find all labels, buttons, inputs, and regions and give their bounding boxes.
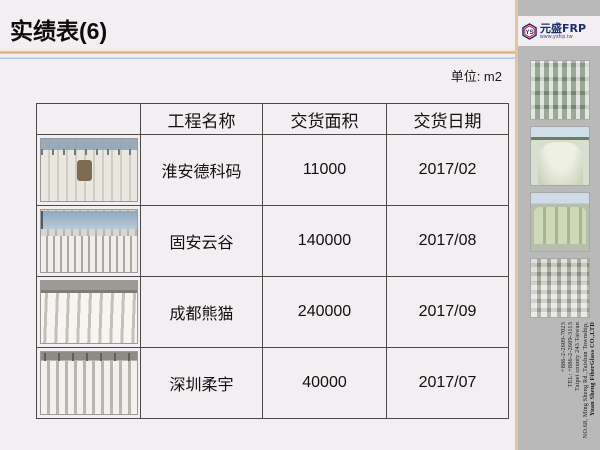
delivery-area-cell: 240000 [262, 276, 387, 348]
table-row: 淮安德科码 11000 2017/02 [36, 134, 509, 206]
project-thumbnail-image [39, 280, 138, 344]
table-header-row: 工程名称 交货面积 交货日期 [36, 103, 509, 135]
logo-website: www.ysfrp.tw [540, 33, 573, 40]
delivery-date-cell: 2017/02 [386, 134, 509, 206]
row-thumbnail-cell [36, 134, 141, 206]
delivery-area-cell: 40000 [262, 347, 387, 419]
company-address-block: Yuan Sheng FiberGlass CO.,LTD NO.68, Min… [518, 322, 600, 442]
column-header-thumbnail [36, 103, 141, 135]
row-thumbnail-cell [36, 205, 141, 277]
title-rule-blue [0, 56, 518, 59]
sidebar-photo-factory-ceiling [530, 60, 590, 120]
table-row: 深圳柔宇 40000 2017/07 [36, 347, 509, 419]
project-name-cell: 淮安德科码 [140, 134, 263, 206]
svg-text:YS: YS [525, 30, 533, 36]
right-sidebar: YS 元盛FRP www.ysfrp.tw Yuan Sheng FiberGl… [515, 0, 600, 450]
column-header-delivery-area: 交货面积 [262, 103, 387, 135]
delivery-area-cell: 11000 [262, 134, 387, 206]
address-city: Taipei county 243 Taiwan [574, 322, 582, 391]
address-company-name: Yuan Sheng FiberGlass CO.,LTD [588, 322, 596, 416]
table-row: 成都熊猫 240000 2017/09 [36, 276, 509, 348]
delivery-date-cell: 2017/09 [386, 276, 509, 348]
delivery-date-cell: 2017/08 [386, 205, 509, 277]
delivery-area-cell: 140000 [262, 205, 387, 277]
row-thumbnail-cell [36, 276, 141, 348]
project-thumbnail-image [39, 209, 138, 273]
logo-company-name: 元盛FRP [540, 21, 587, 35]
logo-text-block: 元盛FRP www.ysfrp.tw [540, 23, 586, 40]
page-title: 实绩表(6) [10, 18, 108, 44]
row-thumbnail-cell [36, 347, 141, 419]
unit-note: 单位: m2 [450, 69, 502, 84]
sidebar-photo-green-tanks [530, 192, 590, 252]
project-name-cell: 深圳柔宇 [140, 347, 263, 419]
sidebar-photo-factory-floor [530, 258, 590, 318]
results-table: 工程名称 交货面积 交货日期 淮安德科码 11000 2017/02 固安云谷 … [36, 103, 509, 419]
project-name-cell: 成都熊猫 [140, 276, 263, 348]
address-telephone-secondary: +886-2-2609-7023 [559, 322, 567, 372]
column-header-project-name: 工程名称 [140, 103, 263, 135]
address-telephone: TEL: +886-2-2609-3113 [567, 322, 575, 388]
column-header-delivery-date: 交货日期 [386, 103, 509, 135]
title-rule-orange [0, 50, 518, 54]
project-name-cell: 固安云谷 [140, 205, 263, 277]
project-thumbnail-image [39, 351, 138, 415]
table-row: 固安云谷 140000 2017/08 [36, 205, 509, 277]
company-logo: YS 元盛FRP www.ysfrp.tw [518, 16, 600, 46]
delivery-date-cell: 2017/07 [386, 347, 509, 419]
sidebar-photo-frp-tank [530, 126, 590, 186]
ys-hexagon-icon: YS [521, 22, 538, 40]
title-area: 实绩表(6) [0, 0, 518, 59]
address-street: NO.68, Ming Sheng Rd.,Taishan Township, [581, 322, 589, 439]
project-thumbnail-image [39, 138, 138, 202]
